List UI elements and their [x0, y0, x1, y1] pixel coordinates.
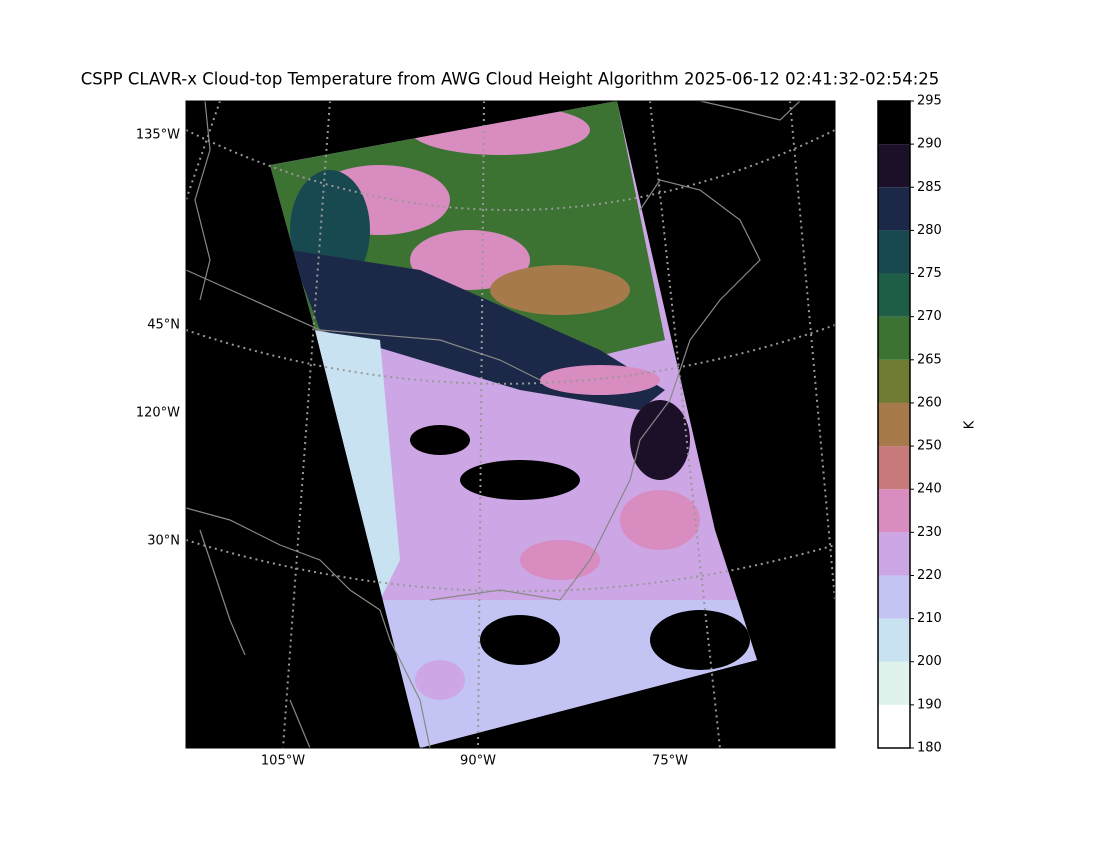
colorbar: 180 190 200 210 220 230 240 250 260 265 270 275 280 2… — [877, 94, 942, 756]
colorbar-tick-label: 250 — [917, 439, 942, 454]
colorbar-tick-label: 190 — [917, 697, 942, 712]
colorbar-segment — [878, 144, 910, 188]
colorbar-segment — [878, 273, 910, 317]
graticule — [186, 101, 835, 748]
map-label: 135°W — [136, 128, 180, 143]
colorbar-segment — [878, 402, 910, 447]
colorbar-tick-label: 230 — [917, 525, 942, 540]
colorbar-segment — [878, 704, 910, 748]
map-label: 105°W — [261, 754, 305, 769]
colorbar-segment — [878, 661, 910, 705]
colorbar-segment — [878, 575, 910, 619]
colorbar-segment — [878, 532, 910, 576]
colorbar-tick-label: 290 — [917, 137, 942, 152]
colorbar-segment — [878, 230, 910, 274]
colorbar-tick-label: 220 — [917, 568, 942, 583]
colorbar-segment — [878, 446, 910, 490]
colorbar-frame — [877, 100, 911, 749]
map-frame — [185, 100, 836, 749]
map-label: 90°W — [460, 754, 496, 769]
colorbar-tick-label: 285 — [917, 180, 942, 195]
colorbar-segment — [878, 316, 910, 360]
map-label: 45°N — [147, 318, 180, 333]
colorbar-segment — [878, 101, 910, 145]
colorbar-tick-label: 200 — [917, 654, 942, 669]
map-label: 75°W — [652, 754, 688, 769]
colorbar-tick-label: 210 — [917, 611, 942, 626]
colorbar-label: K — [963, 420, 978, 429]
colorbar-tick-label: 180 — [917, 741, 942, 756]
map-label: 30°N — [147, 534, 180, 549]
colorbar-tick-label: 270 — [917, 309, 942, 324]
map — [185, 100, 836, 749]
colorbar-segment — [878, 359, 910, 403]
map-labels: 135°W 45°N 120°W 30°N 105°W 90°W 75°W — [136, 128, 688, 769]
colorbar-tick-label: 280 — [917, 223, 942, 238]
coastlines — [186, 101, 801, 748]
colorbar-segment — [878, 187, 910, 231]
colorbar-segment — [878, 489, 910, 533]
colorbar-tick-label: 240 — [917, 482, 942, 497]
colorbar-tick-label: 275 — [917, 266, 942, 281]
colorbar-segment — [878, 618, 910, 662]
title: CSPP CLAVR-x Cloud-top Temperature from … — [81, 70, 940, 89]
colorbar-tick-label: 295 — [917, 94, 942, 109]
colorbar-tick-label: 260 — [917, 395, 942, 410]
map-label: 120°W — [136, 406, 180, 421]
colorbar-tick-label: 265 — [917, 352, 942, 367]
